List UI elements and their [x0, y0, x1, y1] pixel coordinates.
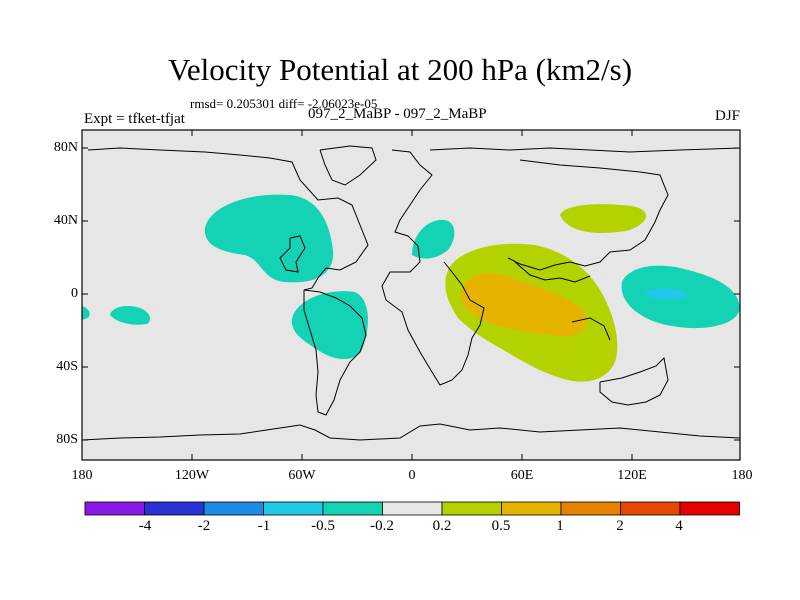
season-label: DJF [714, 108, 740, 124]
colorbar-swatch [441, 501, 502, 516]
lat-tick-label: 40N [53, 213, 78, 228]
negative-anomaly-west-pacific-core [645, 288, 687, 300]
colorbar-swatch [144, 501, 205, 516]
colorbar-label: 2 [616, 518, 624, 534]
rmsd-diff-stats: rmsd= 0.205301 diff= -2.06023e-05 [190, 96, 378, 111]
colorbar-swatch [322, 501, 383, 516]
colorbar-swatch [382, 501, 443, 516]
coastlines [82, 145, 740, 441]
colorbar-swatch [501, 501, 562, 516]
runs-label: 097_2_MaBP - 097_2_MaBP [308, 106, 487, 122]
lat-tick-label: 0 [71, 286, 78, 301]
lat-tick-label: 80N [53, 140, 78, 155]
colorbar-swatch [263, 501, 324, 516]
colorbar-label: -0.5 [311, 518, 335, 534]
lon-tick-label: 120E [617, 468, 647, 483]
negative-anomaly-mediterranean [412, 219, 455, 259]
lon-tick-label: 180 [71, 468, 93, 483]
experiment-label: Expt = tfket-tfjat [84, 111, 185, 127]
lat-tick-label: 40S [56, 359, 78, 374]
colorbar-label: -1 [257, 518, 271, 534]
colorbar-swatch [203, 501, 264, 516]
lon-tick-label: 0 [408, 468, 416, 483]
negative-anomaly-north-atlantic [204, 194, 334, 283]
map-frame [81, 129, 741, 461]
colorbar-label: 1 [556, 518, 564, 534]
positive-anomaly-indian-ocean-core [461, 273, 587, 337]
map-title: Velocity Potential at 200 hPa (km2/s) [167, 52, 633, 87]
axis-ticks [82, 130, 740, 460]
colorbar-label: -0.2 [370, 518, 394, 534]
colorbar-label: 0.5 [491, 518, 511, 534]
lon-tick-label: 180 [731, 468, 753, 483]
colorbar-label: -4 [138, 518, 152, 534]
colorbar [84, 501, 740, 516]
colorbar-label: 0.2 [432, 518, 452, 534]
colorbar-swatch [560, 501, 621, 516]
negative-anomaly-east-pacific [110, 306, 151, 325]
lon-tick-label: 120W [174, 468, 210, 483]
lon-tick-label: 60E [510, 468, 534, 483]
colorbar-swatch [620, 501, 681, 516]
lat-tick-label: 80S [56, 432, 78, 447]
colorbar-swatch [84, 501, 145, 516]
lon-tick-label: 60W [288, 468, 316, 483]
negative-anomaly-south-america [291, 291, 368, 359]
colorbar-swatch [679, 501, 740, 516]
positive-anomaly-central-asia [560, 204, 647, 234]
negative-anomaly-pacific-edge [82, 306, 90, 320]
colorbar-label: -2 [197, 518, 211, 534]
colorbar-label: 4 [675, 518, 683, 534]
